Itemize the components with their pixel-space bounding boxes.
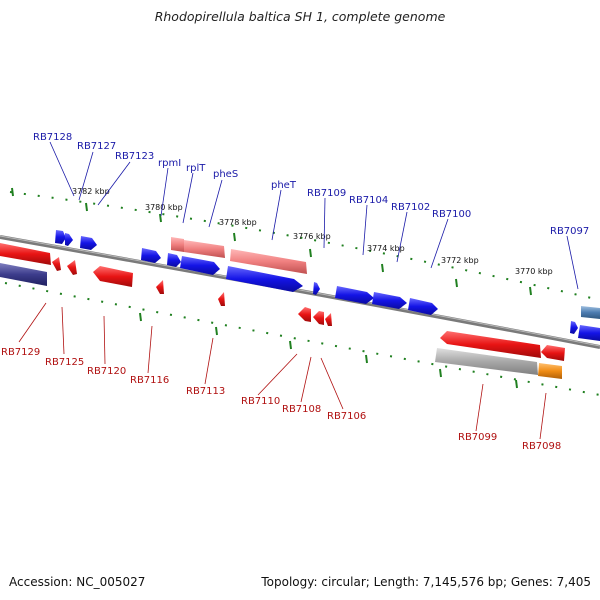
gene-rb7097-cap[interactable] — [570, 321, 578, 334]
gene-rb7125a[interactable] — [52, 257, 61, 271]
reverse-genes — [0, 243, 565, 379]
gene-rb7108[interactable] — [313, 311, 324, 325]
gene-label[interactable]: RB7100 — [432, 209, 471, 220]
gene-rb7128[interactable] — [55, 230, 66, 244]
gene-label[interactable]: RB7109 — [307, 188, 346, 199]
accession-info: Accession: NC_005027 — [9, 575, 146, 589]
gene-phet-rna[interactable] — [230, 249, 307, 274]
tick-label: 3780 kbp — [145, 203, 183, 212]
gene-rb7125[interactable] — [67, 260, 77, 275]
gene-label[interactable]: RB7113 — [186, 386, 225, 397]
gene-phes-rna[interactable] — [171, 237, 184, 252]
gene-phes[interactable] — [184, 240, 225, 258]
gene-rb7099[interactable] — [440, 331, 541, 358]
gene-label[interactable]: RB7120 — [87, 366, 126, 377]
gene-rb7129[interactable] — [0, 243, 51, 265]
gene-rb7104[interactable] — [335, 286, 374, 304]
gene-rplt[interactable] — [167, 253, 181, 267]
gene-phes-cds[interactable] — [180, 256, 220, 275]
gene-label[interactable]: RB7106 — [327, 411, 366, 422]
gene-label[interactable]: RB7127 — [77, 141, 116, 152]
gene-rb7110[interactable] — [298, 307, 311, 322]
gene-label[interactable]: RB7129 — [1, 347, 40, 358]
gene-rpmi[interactable] — [141, 248, 161, 263]
tick-label: 3776 kbp — [293, 232, 331, 241]
gene-label[interactable]: RB7123 — [115, 151, 154, 162]
gene-rb7116[interactable] — [156, 280, 164, 294]
forward-genes — [55, 230, 600, 341]
forward-leaders — [49, 141, 579, 290]
major-ticks — [11, 187, 532, 389]
gene-label[interactable]: RB7128 — [33, 132, 72, 143]
genome-backbone — [0, 235, 600, 349]
reverse-labels: RB7129 RB7125 RB7120 RB7116 RB7113 RB711… — [1, 347, 561, 452]
outer-scale-ring — [9, 191, 600, 301]
gene-label[interactable]: rplT — [186, 163, 206, 174]
gene-rb7100[interactable] — [408, 298, 438, 315]
reverse-leaders — [18, 302, 547, 440]
tick-label: 3778 kbp — [219, 218, 257, 227]
gene-rb7127[interactable] — [65, 233, 73, 246]
gene-rb7097-upper[interactable] — [581, 306, 600, 319]
gene-label[interactable]: RB7110 — [241, 396, 280, 407]
gene-label[interactable]: pheS — [213, 169, 238, 180]
gene-label[interactable]: RB7116 — [130, 375, 169, 386]
gene-phet[interactable] — [226, 266, 303, 292]
gene-rb7102[interactable] — [372, 292, 407, 309]
gene-label[interactable]: pheT — [271, 180, 297, 191]
gene-label[interactable]: RB7108 — [282, 404, 321, 415]
gene-label[interactable]: RB7098 — [522, 441, 561, 452]
tick-label: 3782 kbp — [72, 187, 110, 196]
tick-label: 3770 kbp — [515, 267, 553, 276]
gene-rb7123[interactable] — [80, 236, 97, 250]
inner-scale-ring — [4, 282, 600, 396]
map-title: Rhodopirellula baltica SH 1, complete ge… — [154, 9, 446, 24]
tick-label: 3774 kbp — [367, 244, 405, 253]
gene-label[interactable]: rpmI — [158, 158, 181, 169]
gene-rb7099-pseudo[interactable] — [435, 348, 538, 375]
gene-rb7097[interactable] — [578, 325, 600, 341]
topology-info: Topology: circular; Length: 7,145,576 bp… — [261, 575, 591, 589]
gene-label[interactable]: RB7125 — [45, 357, 84, 368]
gene-rb7098[interactable] — [541, 345, 565, 361]
forward-labels: RB7128 RB7127 RB7123 rpmI rplT pheS pheT… — [33, 132, 589, 237]
gene-label[interactable]: RB7097 — [550, 226, 589, 237]
tick-label: 3772 kbp — [441, 256, 479, 265]
gene-label[interactable]: RB7104 — [349, 195, 388, 206]
gene-rb7109[interactable] — [313, 282, 320, 295]
scale-tick-labels: 3782 kbp 3780 kbp 3778 kbp 3776 kbp 3774… — [72, 187, 553, 276]
gene-label[interactable]: RB7099 — [458, 432, 497, 443]
gene-rb7120[interactable] — [93, 266, 133, 287]
gene-rb7129-lower[interactable] — [0, 263, 47, 286]
gene-label[interactable]: RB7102 — [391, 202, 430, 213]
gene-rb7113[interactable] — [218, 292, 225, 306]
gene-rb7106[interactable] — [325, 313, 332, 326]
gene-rb7098-other[interactable] — [538, 363, 562, 379]
